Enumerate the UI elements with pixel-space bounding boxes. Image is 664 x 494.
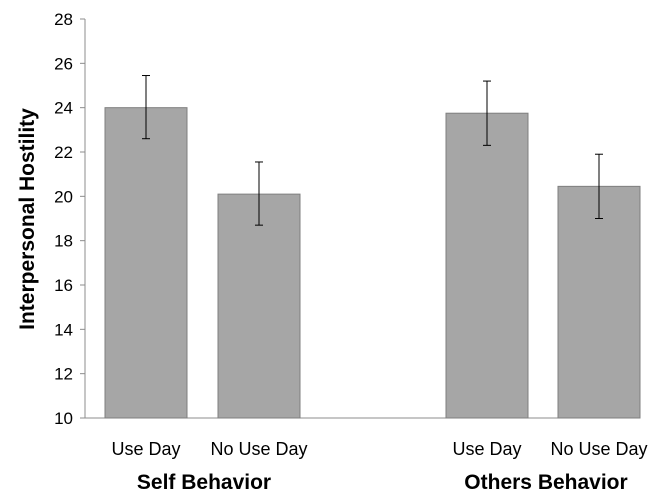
error-bar [595,153,603,219]
y-tick-label: 26 [54,54,73,73]
y-axis-title: Interpersonal Hostility [16,108,39,330]
y-tick-label: 16 [54,276,73,295]
group-labels: Self Behavior Others Behavior [137,471,628,494]
category-label: No Use Day [210,439,307,459]
group-label: Self Behavior [137,471,271,494]
bars [104,107,641,419]
y-tick-label: 24 [54,99,73,118]
category-label: No Use Day [550,439,647,459]
y-tick-label: 20 [54,187,73,206]
category-label: Use Day [452,439,521,459]
error-bar [483,80,491,146]
category-labels: Use Day No Use Day Use Day No Use Day [111,439,647,459]
error-bar [142,75,150,140]
bar [445,112,529,419]
error-bars [142,75,603,226]
y-tick-label: 10 [54,409,73,428]
y-tick-label: 28 [54,10,73,29]
bar [557,185,641,419]
y-tick-label: 12 [54,365,73,384]
bar [104,107,188,419]
bar [217,193,301,419]
y-tick-label: 22 [54,143,73,162]
category-label: Use Day [111,439,180,459]
y-tick-label: 14 [54,320,73,339]
y-tick-label: 18 [54,232,73,251]
group-label: Others Behavior [464,471,627,494]
error-bar [255,161,263,226]
y-tick-labels: 10 12 14 16 18 20 22 24 26 28 [54,10,85,428]
